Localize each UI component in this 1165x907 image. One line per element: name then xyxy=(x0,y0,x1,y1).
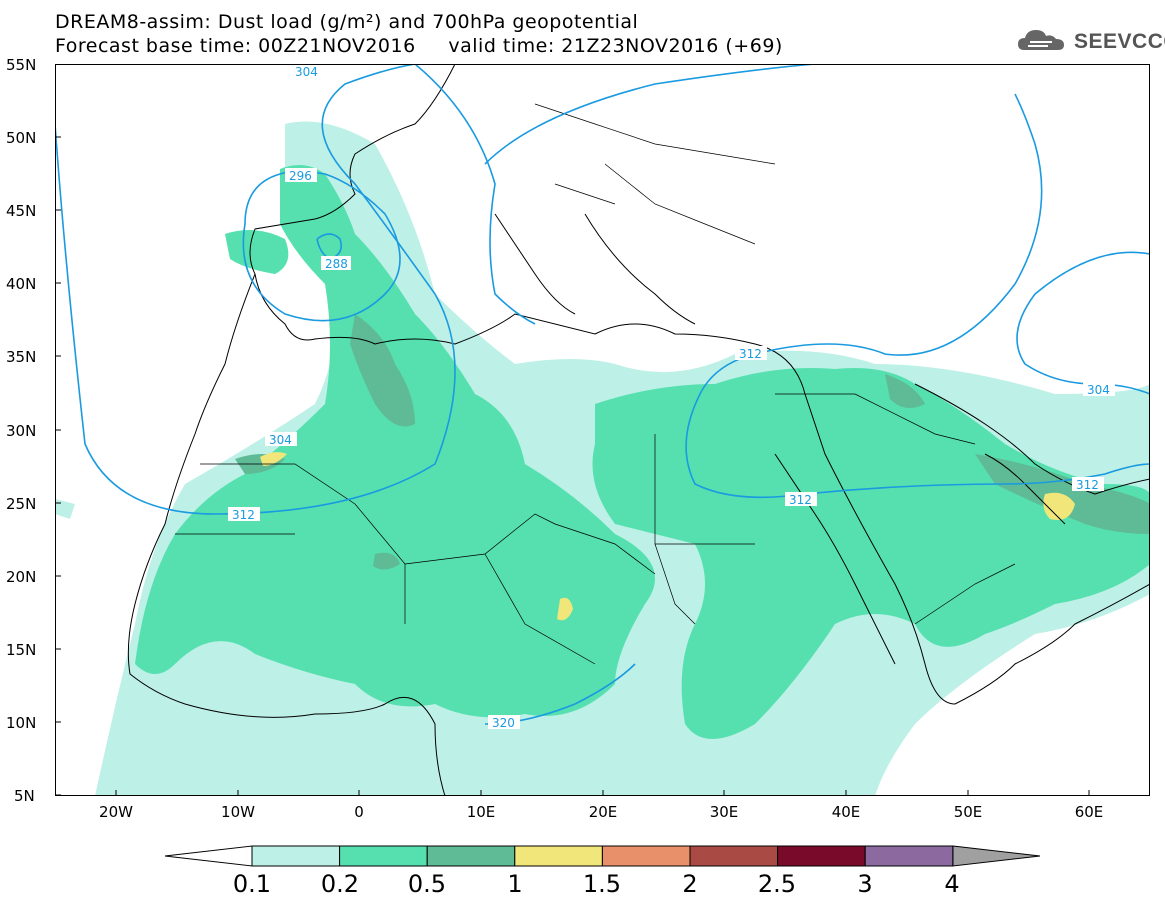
lon-label: 50E xyxy=(953,803,983,821)
country-borders xyxy=(175,103,1016,665)
lat-label: 55N xyxy=(6,56,37,74)
lon-label: 10E xyxy=(466,803,496,821)
colorbar-label: 1 xyxy=(507,870,523,898)
colorbar-cell xyxy=(251,845,341,867)
lon-label: 20W xyxy=(99,803,133,821)
lon-label: 40E xyxy=(831,803,861,821)
contour-label: 304 xyxy=(269,433,292,447)
colorbar-label: 3 xyxy=(857,870,873,898)
colorbar-label: 2.5 xyxy=(757,870,797,898)
colorbar-cell xyxy=(339,845,428,867)
lat-label: 35N xyxy=(6,348,37,366)
forecast-time-line: Forecast base time: 00Z21NOV2016 valid t… xyxy=(55,35,783,57)
colorbar-label: 4 xyxy=(944,870,960,898)
colorbar-low-arrow xyxy=(164,845,253,867)
colorbar-cell xyxy=(514,845,603,867)
colorbar-label: 0.5 xyxy=(407,870,447,898)
contour-label: 296 xyxy=(289,169,312,183)
lon-label: 60E xyxy=(1074,803,1104,821)
lon-label: 0 xyxy=(354,803,364,821)
colorbar-label: 1.5 xyxy=(582,870,622,898)
lat-label: 10N xyxy=(6,714,37,732)
lon-label: 10W xyxy=(221,803,255,821)
contour-label: 320 xyxy=(492,716,515,730)
contour-label: 304 xyxy=(295,65,318,79)
contour-labels: 304 296 288 304 312 312 312 312 304 320 xyxy=(228,64,1115,730)
lat-label: 5N xyxy=(14,787,35,805)
contour-label: 288 xyxy=(325,257,348,271)
colorbar-label: 0.2 xyxy=(320,870,360,898)
cloud-logo-icon xyxy=(1018,30,1064,50)
dust-shading-high xyxy=(260,452,1075,621)
lon-label: 20E xyxy=(588,803,618,821)
seevccc-logo-text: SEEVCCC xyxy=(1074,30,1165,53)
colorbar-cell xyxy=(426,845,516,867)
axis-ticks xyxy=(55,64,1090,796)
lat-label: 20N xyxy=(6,568,37,586)
colorbar-cell xyxy=(601,845,691,867)
colorbar-cell xyxy=(689,845,779,867)
dust-map: 304 296 288 304 312 312 312 312 304 320 xyxy=(55,64,1150,796)
contour-label: 312 xyxy=(232,508,255,522)
lat-label: 50N xyxy=(6,129,37,147)
lat-label: 25N xyxy=(6,495,37,513)
lat-label: 45N xyxy=(6,202,37,220)
colorbar-legend xyxy=(164,845,1041,867)
map-title: DREAM8-assim: Dust load (g/m²) and 700hP… xyxy=(55,11,639,33)
lat-label: 15N xyxy=(6,641,37,659)
colorbar-cell xyxy=(864,845,954,867)
dust-shading-medium xyxy=(135,165,1150,739)
lon-label: 30E xyxy=(709,803,739,821)
colorbar-high-arrow xyxy=(952,845,1041,867)
contour-label: 312 xyxy=(739,347,762,361)
colorbar-label: 2 xyxy=(682,870,698,898)
contour-label: 304 xyxy=(1087,383,1110,397)
colorbar-label: 0.1 xyxy=(232,870,272,898)
contour-label: 312 xyxy=(789,493,812,507)
colorbar-cell xyxy=(777,845,866,867)
lat-label: 40N xyxy=(6,275,37,293)
contour-label: 312 xyxy=(1076,478,1099,492)
lat-label: 30N xyxy=(6,422,37,440)
